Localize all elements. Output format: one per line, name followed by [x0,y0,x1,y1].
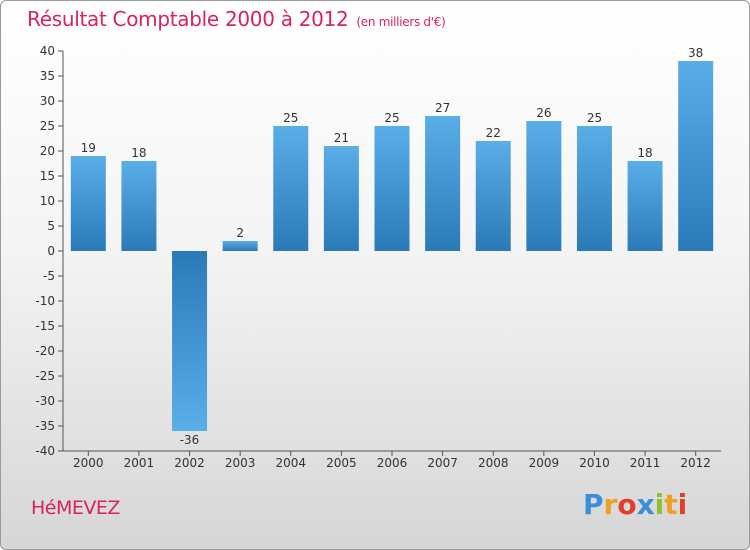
x-tick-label: 2003 [225,456,256,470]
proxiti-logo: Proxiti [583,488,687,521]
chart-title: Résultat Comptable 2000 à 2012 (en millie… [27,7,446,31]
bar-2000 [70,156,106,251]
y-tick-label: 5 [47,219,55,233]
y-tick-label: 35 [40,69,55,83]
value-label: 21 [334,131,349,145]
bar-2012 [678,61,714,251]
x-tick-label: 2002 [174,456,205,470]
chart-subtitle: (en milliers d'€) [356,15,446,29]
x-tick-label: 2005 [326,456,357,470]
logo-letter: x [636,488,655,521]
y-tick-label: 0 [47,244,55,258]
value-label: 25 [283,111,298,125]
logo-letter: o [617,488,637,521]
value-label: 22 [486,126,501,140]
bar-2004 [273,126,309,251]
y-tick-label: -10 [35,294,55,308]
logo-letter: P [583,488,604,521]
value-label: 38 [688,46,703,60]
x-tick-label: 2008 [478,456,509,470]
x-tick-label: 2000 [73,456,104,470]
value-label: 25 [587,111,602,125]
y-tick-label: 15 [40,169,55,183]
bar-2007 [425,116,461,251]
bar-2005 [323,146,359,251]
value-label: 18 [637,146,652,160]
value-label: 19 [81,141,96,155]
bar-2001 [121,161,157,251]
value-label: 18 [131,146,146,160]
logo-letter: i [654,488,665,521]
bar-2008 [475,141,511,251]
x-tick-label: 2006 [377,456,408,470]
chart-title-text: Résultat Comptable 2000 à 2012 [27,7,349,31]
value-label: 27 [435,101,450,115]
y-tick-label: -15 [35,319,55,333]
bar-2011 [627,161,663,251]
bar-2009 [526,121,562,251]
y-tick-label: -35 [35,419,55,433]
y-tick-label: -30 [35,394,55,408]
y-tick-label: -20 [35,344,55,358]
x-tick-label: 2010 [579,456,610,470]
y-tick-label: -5 [43,269,55,283]
value-label: 26 [536,106,551,120]
commune-name: HéMEVEZ [31,497,120,519]
logo-letter: r [603,488,618,521]
y-tick-label: 25 [40,119,55,133]
x-tick-label: 2007 [427,456,458,470]
value-label: -36 [180,433,200,447]
y-tick-label: 30 [40,94,55,108]
x-tick-label: 2004 [275,456,306,470]
x-tick-label: 2001 [124,456,155,470]
x-tick-label: 2011 [630,456,661,470]
bar-2003 [222,241,258,251]
bar-2002 [172,251,208,431]
value-label: 2 [236,226,244,240]
bar-2006 [374,126,410,251]
x-tick-label: 2012 [680,456,711,470]
value-label: 25 [384,111,399,125]
y-tick-label: 40 [40,44,55,58]
x-tick-label: 2009 [529,456,560,470]
y-tick-label: 10 [40,194,55,208]
y-tick-label: 20 [40,144,55,158]
y-tick-label: -25 [35,369,55,383]
bar-2010 [576,126,612,251]
y-tick-label: -40 [35,444,55,458]
logo-letter: t [664,488,678,521]
logo-letter: i [677,488,688,521]
